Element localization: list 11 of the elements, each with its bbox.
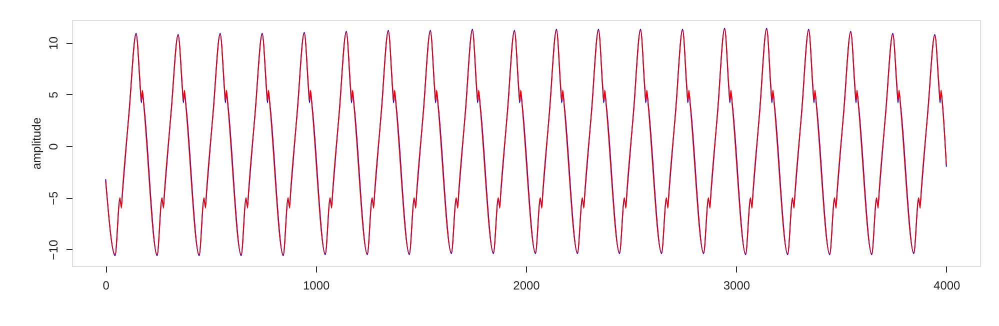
y-tick-label: 0 [46, 142, 60, 150]
x-tick-label: 0 [102, 278, 110, 292]
y-tick-label: −5 [46, 191, 60, 206]
y-tick-label: 10 [46, 36, 60, 50]
y-tick-label: −10 [46, 239, 60, 260]
x-tick-label: 4000 [934, 278, 961, 292]
y-axis-title: amplitude [30, 117, 44, 170]
x-tick-label: 3000 [723, 278, 750, 292]
y-tick-label: 5 [46, 91, 60, 98]
x-tick-label: 1000 [302, 278, 330, 292]
x-tick-label: 2000 [513, 278, 540, 292]
